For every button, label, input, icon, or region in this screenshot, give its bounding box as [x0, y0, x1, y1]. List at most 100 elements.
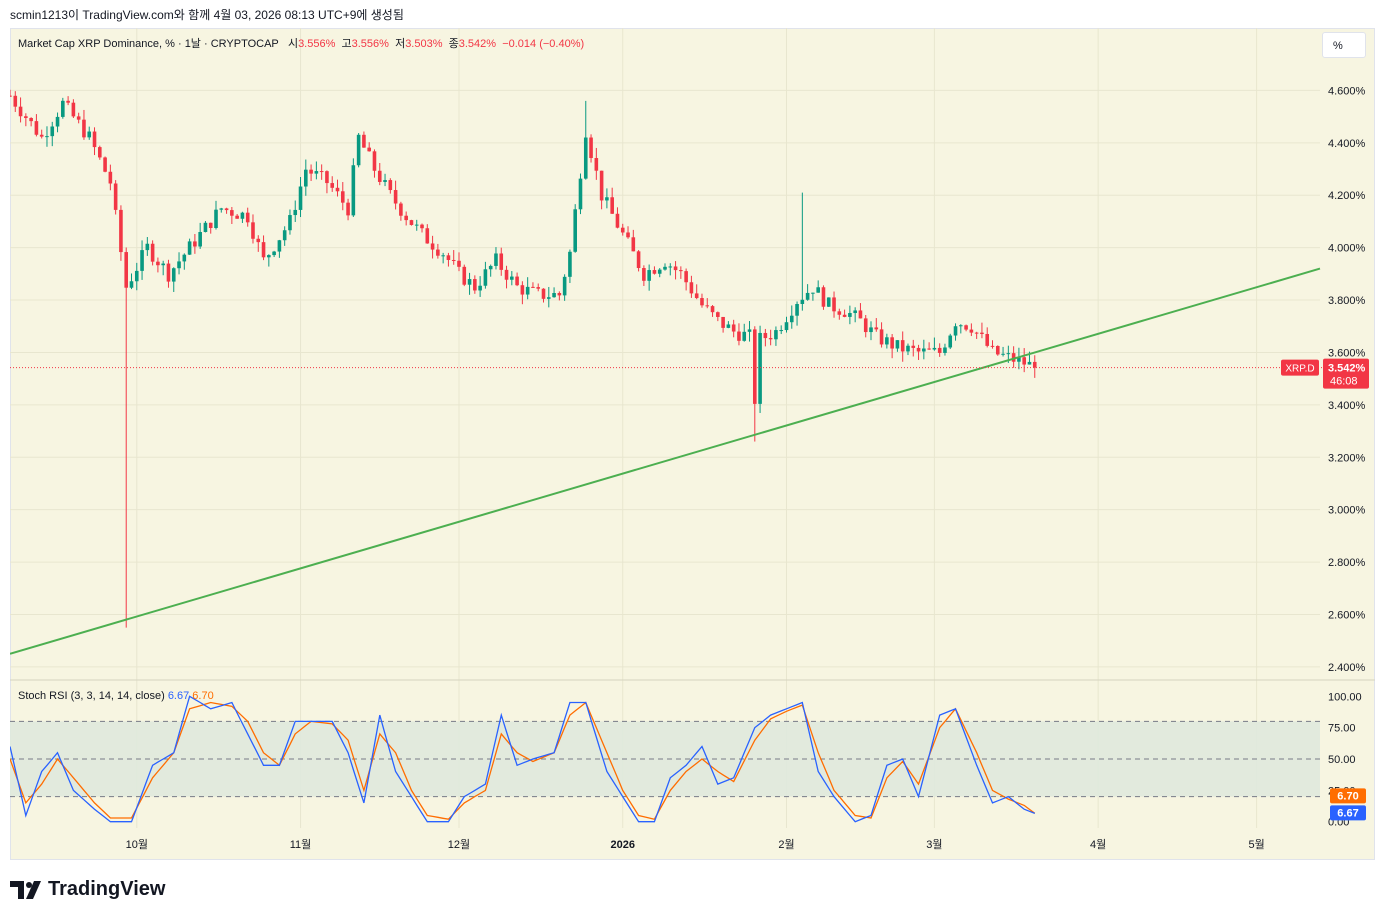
candle-body: [451, 259, 456, 261]
candle-body: [488, 265, 493, 270]
candle-body: [990, 345, 995, 347]
symbol-tag-label: XRP.D: [1285, 364, 1314, 375]
stoch-k-value: 6.67: [167, 690, 190, 702]
candle-body: [235, 215, 239, 219]
candle-body: [103, 157, 107, 172]
candle-body: [288, 215, 292, 231]
candle-body: [425, 228, 430, 244]
candle-body: [309, 169, 313, 174]
candle-body: [55, 116, 60, 127]
candle-body: [552, 293, 556, 298]
candle-body: [251, 222, 255, 239]
candle-body: [187, 241, 192, 255]
chart-svg[interactable]: 4.600% 4.400% 4.200% 4.000% 3.800% 3.600% 3.40…: [10, 28, 1375, 860]
candle-body: [858, 310, 863, 319]
candle-body: [478, 285, 482, 291]
candle-body: [510, 276, 514, 280]
candle-body: [557, 293, 562, 296]
candle-body: [1001, 353, 1005, 355]
candle-body: [932, 347, 937, 350]
candle-body: [906, 345, 910, 352]
candle-body: [652, 270, 657, 274]
candle-body: [937, 347, 942, 353]
candle-body: [87, 131, 92, 138]
time-tick-label: 11월: [290, 838, 312, 851]
price-tag-value: 3.542%: [1328, 363, 1366, 375]
candle-body: [97, 147, 102, 158]
candle-body: [182, 254, 187, 262]
candle-body: [1006, 353, 1011, 355]
candle-body: [367, 147, 371, 152]
candle-body: [208, 222, 213, 229]
candle-body: [663, 266, 667, 270]
candle-body: [92, 131, 97, 148]
candle-layer: [10, 89, 1037, 628]
candle-body: [758, 332, 762, 404]
candle-body: [583, 137, 588, 179]
candle-body: [869, 327, 873, 333]
candle-body: [277, 240, 282, 252]
candle-body: [351, 165, 356, 216]
price-tick-label: 4.200%: [1328, 190, 1366, 202]
price-tick-label: 4.400%: [1328, 138, 1366, 150]
candle-body: [377, 170, 382, 182]
candle-body: [742, 331, 747, 341]
candle-body: [177, 261, 181, 269]
tradingview-logo-icon: [10, 880, 41, 899]
open-label: 시: [287, 38, 299, 50]
candle-body: [161, 263, 165, 266]
candle-body: [71, 102, 76, 117]
low-label: 저: [395, 38, 406, 50]
candle-body: [383, 180, 387, 182]
trendline-layer[interactable]: [10, 267, 1321, 655]
candle-body: [922, 348, 926, 352]
candle-body: [483, 269, 488, 286]
candle-body: [414, 224, 419, 226]
price-tick-label: 3.600%: [1328, 347, 1366, 359]
candle-body: [214, 209, 218, 229]
candle-body: [393, 190, 398, 204]
stoch-rsi-layer: [10, 695, 1320, 823]
candle-body: [520, 285, 525, 295]
candle-body: [837, 311, 842, 315]
candle-body: [18, 106, 23, 117]
candle-body: [684, 271, 688, 283]
stoch-d-value: 6.70: [192, 690, 214, 702]
candle-body: [282, 230, 287, 241]
candle-body: [900, 340, 905, 352]
candle-body: [789, 315, 794, 323]
candle-body: [430, 243, 435, 250]
candle-body: [763, 332, 768, 339]
candle-body: [943, 347, 947, 353]
candle-body: [657, 269, 662, 274]
symbol-description: Market Cap XRP Dominance, % · 1날 · CRYPT…: [18, 38, 279, 50]
candle-body: [267, 255, 271, 258]
candle-body: [388, 180, 393, 191]
candle-body: [1017, 357, 1021, 362]
candle-body: [599, 170, 604, 201]
stoch-d-tag-label: 6.70: [1337, 790, 1358, 802]
candle-body: [816, 287, 820, 293]
price-tick-label: 2.400%: [1328, 662, 1366, 674]
price-tick-label: 4.000%: [1328, 243, 1366, 255]
ascending-trendline: [10, 267, 1321, 655]
candle-body: [457, 260, 461, 267]
candle-body: [346, 202, 350, 216]
candle-body: [573, 209, 578, 252]
candle-body: [842, 314, 847, 317]
candle-body: [848, 313, 852, 317]
candle-body: [50, 126, 55, 137]
price-tick-label: 2.600%: [1328, 609, 1366, 621]
candle-body: [562, 276, 567, 296]
percent-scale-button[interactable]: %: [1322, 32, 1366, 58]
stoch-band-fill: [10, 721, 1320, 797]
candle-body: [420, 224, 424, 229]
candle-body: [45, 136, 49, 138]
stoch-tick-label: 75.00: [1328, 723, 1356, 735]
candle-body: [198, 232, 202, 247]
candle-body: [525, 286, 530, 295]
tradingview-footer[interactable]: TradingView: [10, 878, 165, 901]
open-value: 3.556%: [298, 38, 336, 50]
candle-body: [863, 318, 868, 333]
candle-body: [980, 332, 984, 334]
